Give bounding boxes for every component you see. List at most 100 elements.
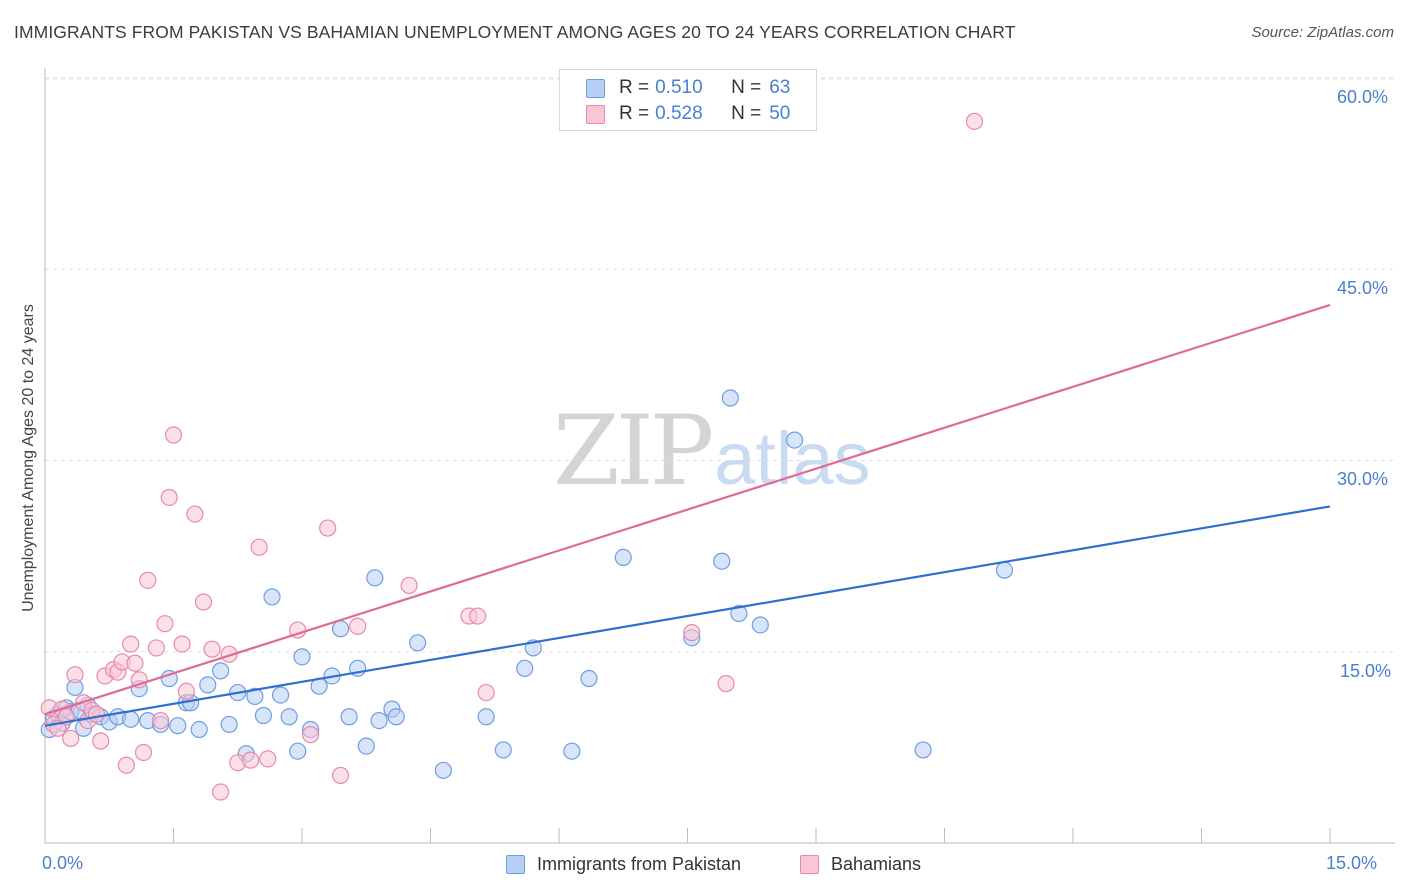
pakistan-point	[409, 634, 427, 652]
bahamians-point	[164, 426, 183, 444]
pakistan-point	[357, 737, 375, 755]
y-tick-label-30: 30.0%	[1337, 469, 1389, 489]
bahamians-point	[319, 519, 337, 537]
bahamians-point	[147, 639, 165, 657]
bahamians-point	[259, 750, 277, 768]
bahamians-point	[194, 593, 213, 611]
pakistan-point	[785, 431, 804, 449]
bahamians-point	[186, 505, 204, 523]
bahamians-point	[122, 635, 140, 653]
y-tick-label-45: 45.0%	[1337, 278, 1389, 298]
legend-label-bahamians: Bahamians	[831, 853, 922, 874]
legend-r-label: R =	[619, 103, 650, 124]
bahamians-point	[134, 743, 153, 762]
source-credit: Source: ZipAtlas.com	[1251, 24, 1394, 41]
axis-layer	[44, 68, 1395, 844]
trendline-pakistan	[44, 505, 1331, 727]
stats-legend: R = 0.510 N = 63 R = 0.528 N = 50	[559, 69, 817, 131]
legend-n-label: N =	[731, 103, 762, 124]
legend-n-value: 63	[769, 77, 791, 98]
legend-row-bahamians: R = 0.528 N = 50	[586, 102, 790, 126]
pakistan-point	[730, 604, 748, 623]
bahamians-point	[87, 705, 106, 723]
x-tick-label-max: 15.0%	[1326, 853, 1378, 873]
bahamians-point	[301, 726, 320, 744]
bahamians-point	[177, 682, 195, 700]
pakistan-point	[199, 676, 217, 694]
pakistan-point	[494, 741, 512, 759]
pakistan-point	[289, 742, 307, 760]
pakistan-point	[122, 710, 140, 728]
bahamians-point	[331, 766, 350, 785]
bahamians-point	[250, 538, 268, 556]
pakistan-point	[212, 662, 230, 680]
bahamians-point	[477, 683, 495, 702]
bahamians-point	[469, 607, 487, 625]
pakistan-point	[516, 659, 534, 677]
trendline-layer	[44, 303, 1331, 727]
pakistan-point	[280, 708, 298, 726]
bahamians-point	[173, 635, 191, 653]
bahamians-point	[160, 488, 178, 507]
bahamians-point	[242, 751, 260, 769]
legend-swatch-blue	[506, 854, 525, 874]
pakistan-point	[331, 620, 350, 638]
pakistan-point	[246, 687, 264, 705]
pakistan-point	[220, 715, 238, 734]
pakistan-point	[366, 569, 384, 587]
trendline-bahamians	[44, 303, 1331, 716]
pakistan-point	[387, 708, 405, 726]
legend-swatch-pink	[800, 854, 819, 874]
pakistan-point	[434, 761, 452, 779]
y-axis-label: Unemployment Among Ages 20 to 24 years	[20, 304, 37, 612]
pakistan-point	[614, 548, 632, 567]
legend-item-bahamians[interactable]: Bahamians	[800, 852, 921, 876]
legend-r-label: R =	[619, 77, 650, 98]
legend-swatch-blue	[586, 78, 605, 98]
x-tick-label-min: 0.0%	[42, 853, 84, 873]
series-pakistan-points	[40, 389, 1014, 779]
bahamians-point	[220, 645, 238, 663]
bahamians-point	[349, 617, 367, 635]
pakistan-point	[169, 717, 187, 735]
bahamians-point	[683, 624, 701, 642]
legend-r-value: 0.528	[655, 103, 703, 124]
pakistan-point	[271, 686, 290, 704]
pakistan-point	[563, 742, 581, 760]
bahamians-point	[965, 112, 984, 130]
pakistan-point	[263, 588, 281, 606]
legend-item-pakistan[interactable]: Immigrants from Pakistan	[506, 852, 741, 876]
bahamians-point	[717, 675, 735, 693]
legend-n-label: N =	[731, 77, 762, 98]
legend-n-value: 50	[769, 103, 791, 124]
pakistan-point	[713, 552, 731, 570]
legend-row-pakistan: R = 0.510 N = 63	[586, 76, 790, 100]
pakistan-point	[580, 669, 598, 688]
bahamians-point	[66, 666, 84, 684]
bahamians-point	[203, 640, 221, 658]
pakistan-point	[340, 708, 358, 726]
pakistan-point	[254, 706, 273, 725]
pakistan-point	[721, 389, 739, 407]
pakistan-point	[293, 648, 311, 666]
bahamians-point	[400, 576, 418, 595]
series-bahamians-points	[40, 112, 984, 801]
legend-label-pakistan: Immigrants from Pakistan	[537, 853, 742, 874]
bahamians-point	[156, 615, 174, 633]
bahamians-point	[152, 711, 170, 730]
pakistan-point	[995, 561, 1014, 579]
bahamians-point	[139, 571, 157, 589]
bahamians-point	[117, 756, 135, 774]
bahamians-point	[62, 729, 80, 748]
pakistan-point	[751, 616, 769, 634]
bahamians-point	[92, 732, 110, 750]
y-tick-label-60: 60.0%	[1337, 87, 1389, 107]
chart-title: IMMIGRANTS FROM PAKISTAN VS BAHAMIAN UNE…	[14, 22, 1016, 42]
legend-swatch-pink	[586, 104, 605, 124]
pakistan-point	[190, 720, 208, 739]
legend-r-value: 0.510	[655, 77, 703, 98]
y-tick-label-15: 15.0%	[1340, 661, 1392, 681]
pakistan-point	[370, 711, 388, 730]
pakistan-point	[477, 708, 495, 726]
